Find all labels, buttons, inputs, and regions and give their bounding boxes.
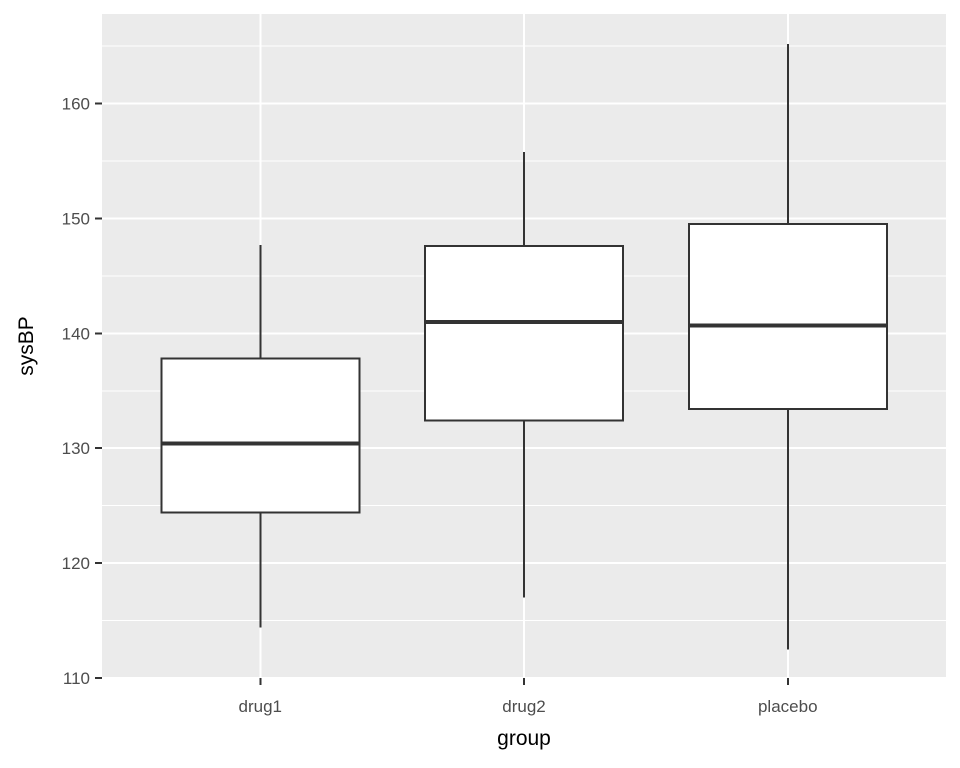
x-tick-label-drug2: drug2 <box>502 697 545 716</box>
y-tick-label: 160 <box>62 95 90 114</box>
x-tick-label-placebo: placebo <box>758 697 818 716</box>
box-drug1 <box>160 357 361 514</box>
y-axis-title: sysBP <box>15 316 38 376</box>
y-tick-label: 120 <box>62 554 90 573</box>
x-tick-label-drug1: drug1 <box>239 697 282 716</box>
y-tick-label: 130 <box>62 439 90 458</box>
box-drug2 <box>424 245 624 422</box>
x-axis-title: group <box>497 727 551 750</box>
y-tick-label: 150 <box>62 209 90 228</box>
y-tick-label: 110 <box>63 669 90 688</box>
y-tick-label: 140 <box>62 324 90 343</box>
box-placebo <box>687 223 888 411</box>
